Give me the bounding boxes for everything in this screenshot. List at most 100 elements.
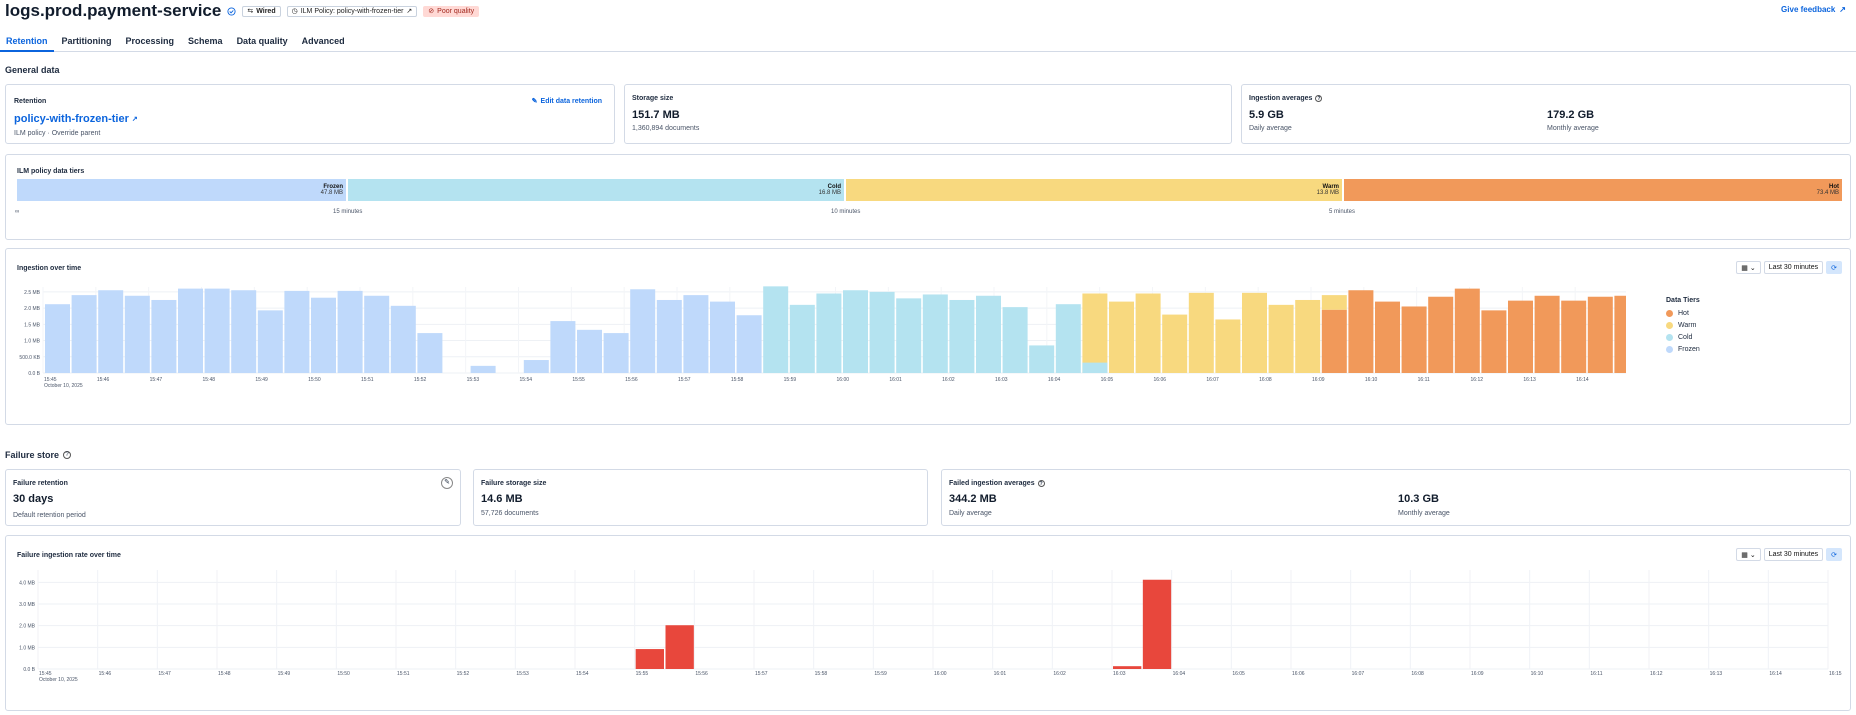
retention-meta: ILM policy · Override parent (14, 130, 101, 137)
storage-size-value: 151.7 MB (632, 109, 680, 121)
tier-warm-size: 13.8 MB (1316, 190, 1339, 196)
legend-label-frozen: Frozen (1678, 345, 1700, 353)
tier-cold-bar[interactable]: Cold 16.8 MB (348, 179, 845, 201)
ingestion-averages-card: Ingestion averages ? 5.9 GB Daily averag… (1241, 84, 1851, 144)
y-tick-label: 4.0 MB (19, 580, 36, 586)
policy-link-label: policy-with-frozen-tier (14, 113, 129, 125)
tier-hot-bar[interactable]: Hot 73.4 MB (1344, 179, 1842, 201)
bar-cold (976, 295, 1001, 373)
x-tick-label: 15:59 (874, 671, 887, 677)
bar-hot (1587, 296, 1613, 373)
x-tick-label: 15:52 (414, 377, 427, 383)
x-tick-label: 15:52 (457, 671, 470, 677)
tab-partitioning[interactable]: Partitioning (61, 36, 112, 46)
give-feedback-link[interactable]: Give feedback ↗ (1781, 5, 1846, 14)
policy-link[interactable]: policy-with-frozen-tier ↗ (14, 113, 138, 125)
ingestion-daily-value: 5.9 GB (1249, 109, 1284, 121)
failure-bar (1113, 666, 1142, 669)
legend-item-cold[interactable]: Cold (1666, 331, 1700, 343)
bar-hot (1614, 295, 1626, 373)
tab-data-quality[interactable]: Data quality (236, 36, 288, 46)
bar-cold (1002, 307, 1028, 373)
bar-warm-segment (1321, 295, 1347, 310)
x-tick-label: 15:48 (218, 671, 231, 677)
x-tick-label: 16:12 (1471, 377, 1484, 383)
x-tick-label: 15:57 (755, 671, 768, 677)
time-range-button[interactable]: Last 30 minutes (1763, 261, 1824, 274)
date-picker-button[interactable]: ▦ ⌄ (1736, 548, 1761, 561)
tier-frozen-size: 47.8 MB (320, 190, 343, 196)
legend-item-frozen[interactable]: Frozen (1666, 343, 1700, 355)
page-header: logs.prod.payment-service ⇆ Wired ◷ ILM Po… (5, 0, 480, 22)
tab-advanced[interactable]: Advanced (301, 36, 345, 46)
bar-warm (1268, 304, 1294, 373)
tab-retention[interactable]: Retention (0, 32, 54, 52)
ingestion-averages-text: Ingestion averages (1249, 95, 1313, 102)
bar-cold (843, 290, 868, 373)
bar-frozen (417, 333, 443, 373)
legend-dot-hot (1666, 309, 1673, 317)
wired-icon: ⇆ (247, 8, 254, 15)
bar-frozen (284, 290, 310, 373)
bar-frozen (523, 360, 549, 373)
x-tick-label: 16:12 (1650, 671, 1663, 677)
bar-frozen (630, 289, 656, 373)
bar-warm (1162, 314, 1188, 373)
bar-hot (1321, 309, 1347, 373)
x-tick-label: 15:59 (784, 377, 797, 383)
legend-item-warm[interactable]: Warm (1666, 319, 1700, 331)
failed-monthly-value: 10.3 GB (1398, 493, 1439, 505)
refresh-icon: ⟳ (1831, 551, 1837, 559)
general-data-heading: General data (5, 65, 60, 75)
refresh-button[interactable]: ⟳ (1826, 548, 1842, 561)
bar-warm (1215, 319, 1241, 373)
ingestion-monthly-label: Monthly average (1547, 125, 1599, 132)
legend-item-hot[interactable]: Hot (1666, 307, 1700, 319)
y-tick-label: 2.5 MB (24, 290, 41, 296)
bar-warm (1188, 292, 1214, 373)
bar-frozen (364, 295, 390, 373)
x-tick-label: 16:04 (1173, 671, 1186, 677)
date-picker-button[interactable]: ▦ ⌄ (1736, 261, 1761, 274)
bar-warm (1109, 301, 1134, 373)
refresh-button[interactable]: ⟳ (1826, 261, 1842, 274)
x-tick-label: 15:50 (308, 377, 321, 383)
x-tick-label: 15:54 (520, 377, 533, 383)
tab-processing[interactable]: Processing (125, 36, 175, 46)
help-icon[interactable]: ? (1037, 480, 1045, 487)
edit-failure-retention-button[interactable]: ✎ (441, 477, 453, 489)
x-tick-label: 15:49 (278, 671, 291, 677)
pencil-icon: ✎ (531, 98, 538, 105)
x-tick-label: 16:00 (934, 671, 947, 677)
retention-card: Retention ✎ Edit data retention policy-wi… (5, 84, 615, 144)
ingestion-monthly-value: 179.2 GB (1547, 109, 1595, 121)
bar-hot (1561, 300, 1587, 373)
help-icon[interactable]: ? (63, 451, 72, 459)
bar-frozen (656, 299, 682, 373)
tab-bar: Retention Partitioning Processing Schema… (0, 32, 1856, 52)
edit-retention-button[interactable]: ✎ Edit data retention (531, 97, 602, 106)
tab-schema[interactable]: Schema (188, 36, 223, 46)
external-link-icon: ↗ (131, 116, 138, 123)
tier-warm-bar[interactable]: Warm 13.8 MB (846, 179, 1343, 201)
y-tick-label: 1.5 MB (24, 322, 41, 328)
help-icon[interactable]: ? (1315, 95, 1323, 102)
failed-daily-value: 344.2 MB (949, 493, 997, 505)
legend-label-cold: Cold (1678, 333, 1693, 341)
y-tick-label: 500.0 KB (19, 355, 40, 361)
bar-cold (816, 293, 842, 373)
page-title: logs.prod.payment-service (5, 1, 222, 20)
failure-retention-sub: Default retention period (13, 512, 86, 519)
tier-frozen-bar[interactable]: Frozen 47.8 MB (17, 179, 347, 201)
legend-dot-cold (1666, 333, 1673, 341)
refresh-icon: ⟳ (1831, 264, 1837, 272)
feedback-label: Give feedback (1781, 5, 1836, 14)
bar-warm (1135, 293, 1161, 373)
bar-frozen (204, 288, 230, 373)
ilm-policy-badge[interactable]: ◷ ILM Policy: policy-with-frozen-tier ↗ (286, 5, 418, 17)
time-range-button[interactable]: Last 30 minutes (1763, 548, 1824, 561)
tier-cold-size: 16.8 MB (818, 190, 841, 196)
bar-frozen (577, 329, 602, 373)
tier-tick-15: 15 minutes (333, 209, 363, 215)
failure-storage-label: Failure storage size (481, 480, 547, 487)
